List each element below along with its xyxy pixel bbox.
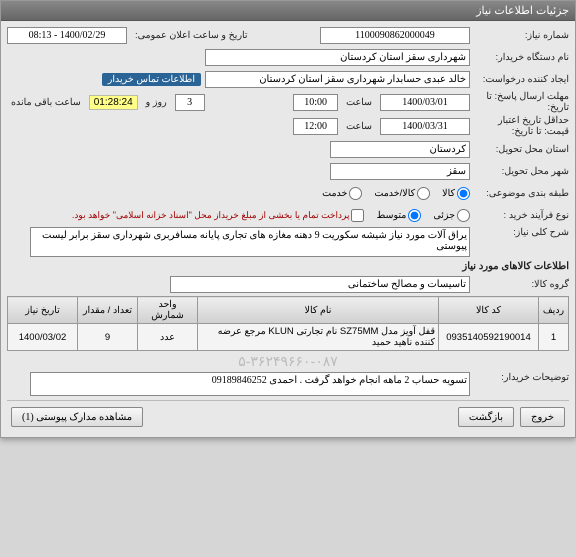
deadline-date-field: [380, 94, 470, 111]
check-partial-pay[interactable]: پرداخت تمام یا بخشی از مبلغ خریداز محل "…: [72, 209, 365, 222]
exit-button[interactable]: خروج: [520, 407, 565, 427]
need-number-field: [320, 27, 470, 44]
col-name: نام کالا: [198, 297, 439, 324]
radio-goods-service[interactable]: کالا/خدمت: [374, 187, 430, 200]
cell-name: قفل آویز مدل SZ75MM نام تجارتی KLUN مرجع…: [198, 324, 439, 351]
buyer-org-field: [205, 49, 470, 66]
radio-service[interactable]: خدمت: [322, 187, 362, 200]
cell-unit: عدد: [138, 324, 198, 351]
need-number-label: شماره نیاز:: [474, 30, 569, 41]
radio-buy-low-input[interactable]: [457, 209, 470, 222]
col-code: کد کالا: [439, 297, 539, 324]
partial-pay-note: پرداخت تمام یا بخشی از مبلغ خریداز محل "…: [72, 210, 350, 221]
creator-field: [205, 71, 470, 88]
days-remaining-field: [175, 94, 205, 111]
radio-service-input[interactable]: [349, 187, 362, 200]
province-label: استان محل تحویل:: [474, 144, 569, 155]
price-valid-label: حداقل تاریخ اعتبار قیمت: تا تاریخ:: [474, 115, 569, 137]
city-field: [330, 163, 470, 180]
days-label: روز و: [142, 97, 171, 108]
cell-date: 1400/03/02: [8, 324, 78, 351]
hours-remaining-field: 01:28:24: [89, 95, 138, 110]
goods-section-title: اطلاعات کالاهای مورد نیاز: [7, 261, 569, 272]
pack-label: طبقه بندی موضوعی:: [474, 188, 569, 199]
group-label: گروه کالا:: [474, 279, 569, 290]
check-partial-pay-input[interactable]: [351, 209, 364, 222]
radio-service-label: خدمت: [322, 188, 347, 199]
form-content: شماره نیاز: تاریخ و ساعت اعلان عمومی: نا…: [1, 21, 575, 437]
cell-row: 1: [539, 324, 569, 351]
attachments-button[interactable]: مشاهده مدارک پیوستی (1): [11, 407, 143, 427]
price-valid-time-field: [293, 118, 338, 135]
buyer-contact-badge[interactable]: اطلاعات تماس خریدار: [102, 73, 201, 86]
deadline-time-field: [293, 94, 338, 111]
group-field: [170, 276, 470, 293]
price-valid-date-field: [380, 118, 470, 135]
time-label-2: ساعت: [342, 121, 376, 132]
need-details-window: جزئیات اطلاعات نیاز شماره نیاز: تاریخ و …: [0, 0, 576, 438]
cell-code: 0935140592190014: [439, 324, 539, 351]
remain-label: ساعت باقی مانده: [7, 97, 85, 108]
buyer-org-label: نام دستگاه خریدار:: [474, 52, 569, 63]
radio-buy-low[interactable]: جزئی: [433, 209, 470, 222]
goods-table: ردیف کد کالا نام کالا واحد شمارش تعداد /…: [7, 296, 569, 351]
radio-goods[interactable]: کالا: [442, 187, 470, 200]
province-field: [330, 141, 470, 158]
blurred-phone: ٠٨٧-٣۶٢۴٩۶۶٠-۵: [7, 353, 569, 370]
desc-label: شرح کلی نیاز:: [474, 227, 569, 238]
radio-buy-mid-label: متوسط: [376, 210, 406, 221]
col-qty: تعداد / مقدار: [78, 297, 138, 324]
radio-buy-mid-input[interactable]: [408, 209, 421, 222]
radio-goods-service-input[interactable]: [417, 187, 430, 200]
table-row: 1 0935140592190014 قفل آویز مدل SZ75MM ن…: [8, 324, 569, 351]
col-row: ردیف: [539, 297, 569, 324]
button-bar: خروج بازگشت مشاهده مدارک پیوستی (1): [7, 400, 569, 433]
buyer-note-field: [30, 372, 470, 396]
col-date: تاریخ نیاز: [8, 297, 78, 324]
buy-type-label: نوع فرآیند خرید :: [474, 210, 569, 221]
announce-date-field: [7, 27, 127, 44]
buyer-note-label: توضیحات خریدار:: [474, 372, 569, 383]
col-unit: واحد شمارش: [138, 297, 198, 324]
radio-goods-label: کالا: [442, 188, 455, 199]
radio-goods-input[interactable]: [457, 187, 470, 200]
deadline-label: مهلت ارسال پاسخ: تا تاریخ:: [474, 91, 569, 113]
time-label-1: ساعت: [342, 97, 376, 108]
announce-label: تاریخ و ساعت اعلان عمومی:: [131, 30, 252, 41]
back-button[interactable]: بازگشت: [458, 407, 514, 427]
radio-goods-service-label: کالا/خدمت: [374, 188, 415, 199]
table-header-row: ردیف کد کالا نام کالا واحد شمارش تعداد /…: [8, 297, 569, 324]
cell-qty: 9: [78, 324, 138, 351]
radio-buy-low-label: جزئی: [433, 210, 455, 221]
desc-field: [30, 227, 470, 257]
creator-label: ایجاد کننده درخواست:: [474, 74, 569, 85]
city-label: شهر محل تحویل:: [474, 166, 569, 177]
window-titlebar: جزئیات اطلاعات نیاز: [1, 1, 575, 21]
radio-buy-mid[interactable]: متوسط: [376, 209, 421, 222]
window-title: جزئیات اطلاعات نیاز: [476, 5, 569, 17]
